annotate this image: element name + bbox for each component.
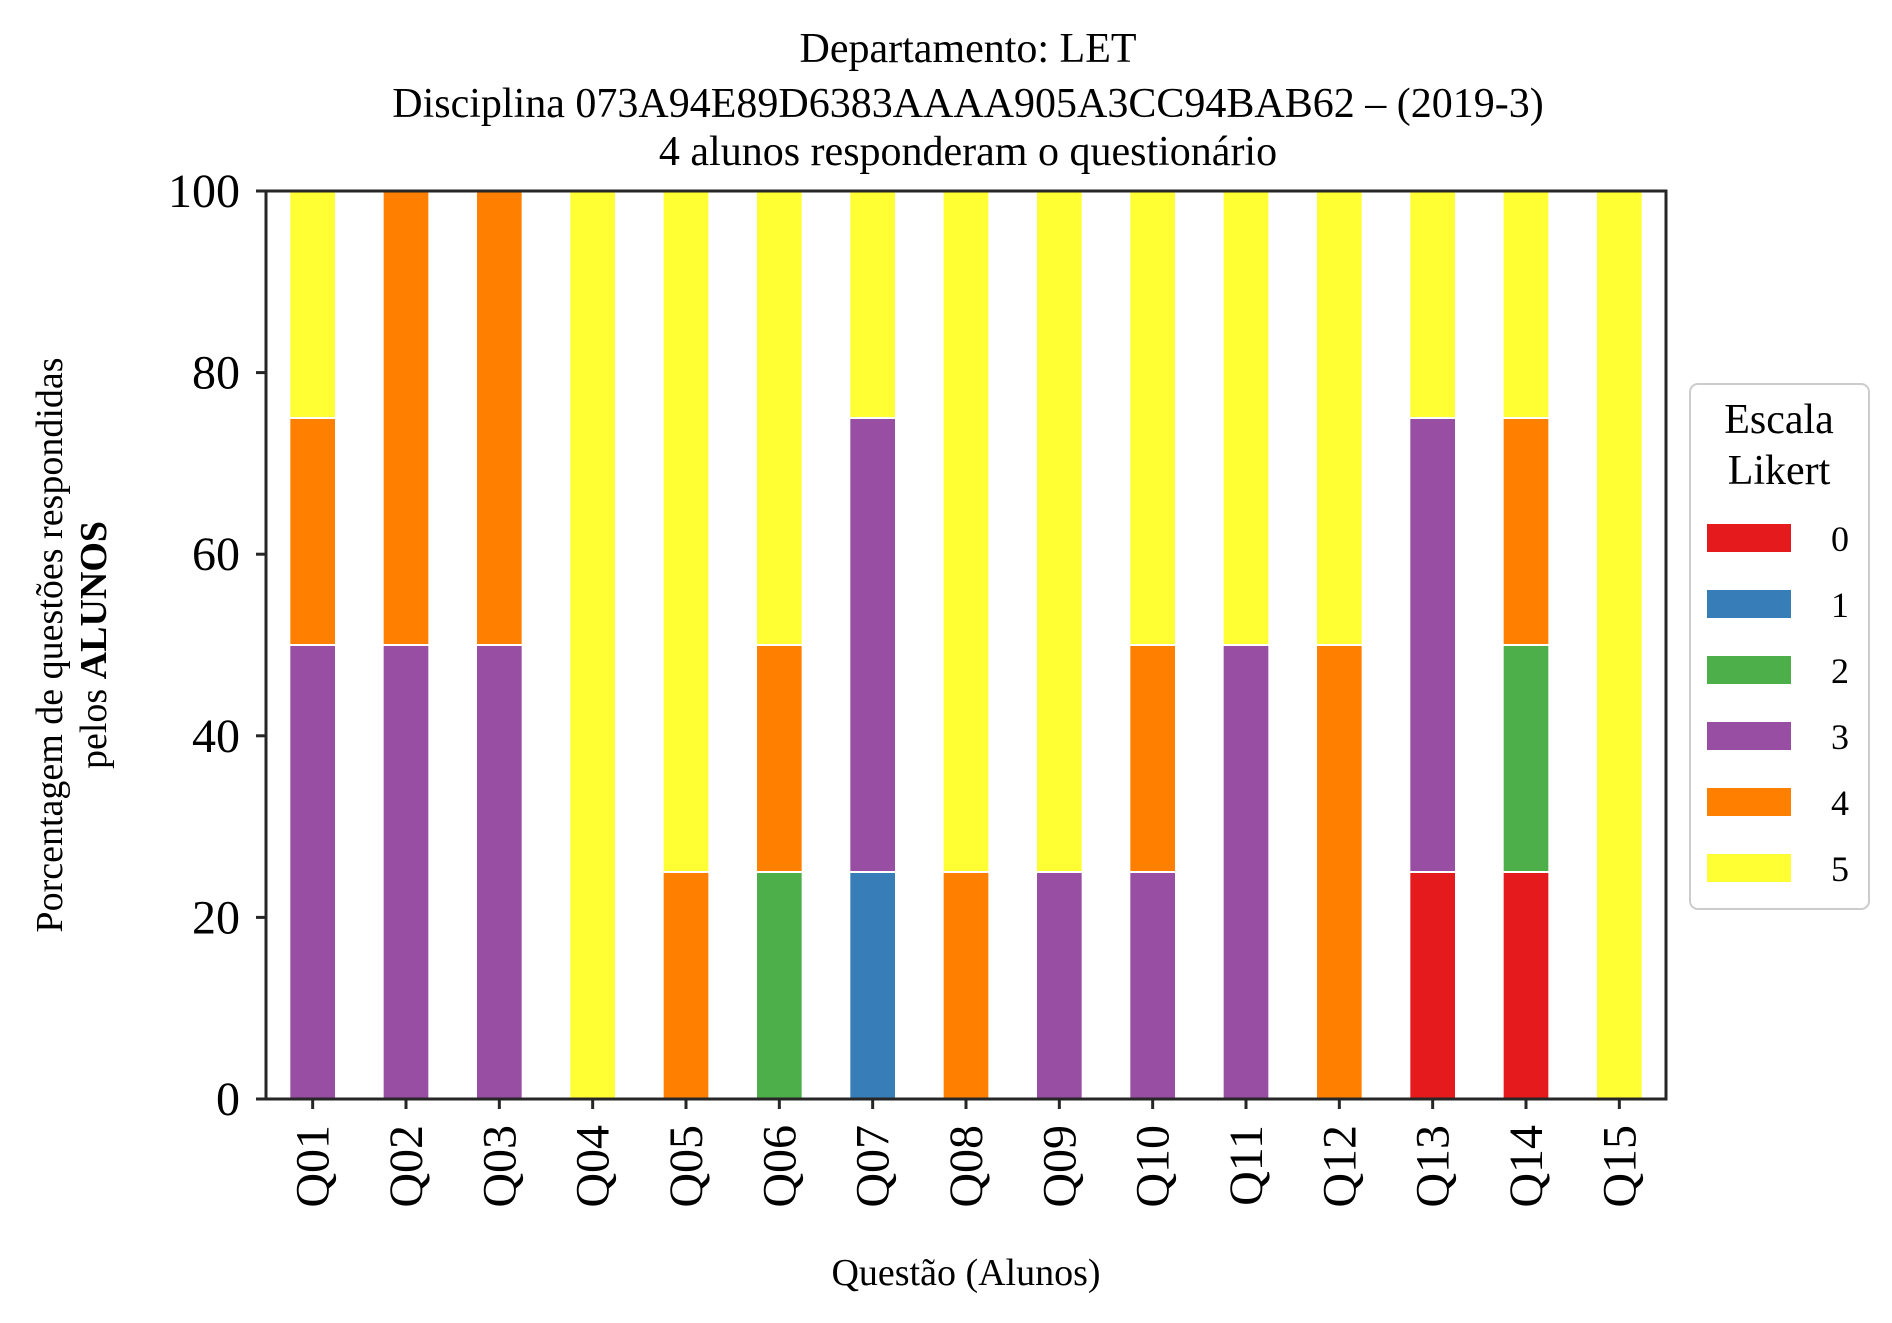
title-line-2: Disciplina 073A94E89D6383AAAA905A3CC94BA… <box>392 81 1543 127</box>
bar-segment-Q07-likert-3 <box>848 417 897 873</box>
x-tick-label: Q10 <box>1127 1125 1180 1208</box>
title-line-3: 4 alunos responderam o questionário <box>659 129 1277 175</box>
bar-segment-Q05-likert-4 <box>661 871 711 1100</box>
x-tick-label: Q11 <box>1220 1125 1273 1206</box>
bar-segment-Q02-likert-4 <box>381 190 431 646</box>
legend-frame <box>1689 383 1870 910</box>
legend-label-1: 1 <box>1831 585 1849 625</box>
bars-group <box>288 190 1644 1100</box>
bar-segment-Q08-likert-4 <box>941 871 991 1100</box>
x-tick-label: Q15 <box>1593 1125 1646 1208</box>
x-tick-label: Q09 <box>1033 1125 1086 1208</box>
bar-segment-Q09-likert-3 <box>1035 871 1084 1100</box>
bar-segment-Q15-likert-5 <box>1595 190 1644 1100</box>
y-tick-label: 20 <box>192 891 240 944</box>
y-tick-label: 40 <box>192 710 240 763</box>
legend-items: 0 1 2 3 4 5 <box>1707 519 1849 889</box>
legend-swatch-0 <box>1707 524 1791 552</box>
legend-label-3: 3 <box>1831 717 1849 757</box>
plot-frame <box>264 189 1668 1101</box>
x-tick-label: Q03 <box>473 1125 526 1208</box>
bar-segment-Q04-likert-5 <box>568 190 617 1100</box>
x-tick-label: Q06 <box>753 1125 806 1208</box>
y-axis-label-prefix: pelos <box>73 679 115 769</box>
y-tick-label: 80 <box>192 347 240 400</box>
y-tick-label: 0 <box>216 1073 240 1126</box>
bar-segment-Q13-likert-3 <box>1408 417 1458 873</box>
chart-title: Departamento: LET Disciplina 073A94E89D6… <box>392 26 1543 175</box>
bar-segment-Q07-likert-5 <box>848 190 897 419</box>
bar-segment-Q14-likert-2 <box>1501 644 1551 873</box>
y-axis-label-line-2: pelos ALUNOS <box>73 521 115 769</box>
x-tick-label: Q04 <box>567 1125 620 1208</box>
x-tick-label: Q12 <box>1313 1125 1366 1208</box>
x-tick-label: Q07 <box>847 1125 900 1208</box>
bar-segment-Q14-likert-5 <box>1501 190 1551 419</box>
y-tick-label: 60 <box>192 528 240 581</box>
y-axis-ticks: 0 20 40 60 80 100 <box>168 165 266 1126</box>
bar-segment-Q10-likert-5 <box>1128 190 1178 646</box>
legend-label-5: 5 <box>1831 849 1849 889</box>
x-tick-label: Q08 <box>940 1125 993 1208</box>
legend-swatch-1 <box>1707 590 1791 618</box>
legend: Escala Likert 0 1 2 3 4 5 <box>1689 383 1870 910</box>
bar-segment-Q14-likert-4 <box>1501 417 1551 646</box>
bar-segment-Q11-likert-3 <box>1221 644 1271 1100</box>
y-axis-label-line-1: Porcentagem de questões respondidas <box>29 357 71 932</box>
bar-segment-Q13-likert-5 <box>1408 190 1458 419</box>
bar-segment-Q03-likert-3 <box>475 644 524 1100</box>
bar-segment-Q01-likert-5 <box>288 190 338 419</box>
y-axis-label: Porcentagem de questões respondidas pelo… <box>29 357 115 932</box>
bar-segment-Q11-likert-5 <box>1221 190 1271 646</box>
bar-segment-Q01-likert-3 <box>288 644 338 1100</box>
x-tick-label: Q01 <box>287 1125 340 1208</box>
title-line-1: Departamento: LET <box>799 26 1136 72</box>
bar-segment-Q10-likert-3 <box>1128 871 1178 1100</box>
bar-segment-Q12-likert-4 <box>1315 644 1364 1100</box>
legend-label-2: 2 <box>1831 651 1849 691</box>
bar-segment-Q03-likert-4 <box>475 190 524 646</box>
legend-swatch-2 <box>1707 656 1791 684</box>
legend-swatch-3 <box>1707 722 1791 750</box>
bar-segment-Q13-likert-0 <box>1408 871 1458 1100</box>
x-tick-label: Q14 <box>1500 1125 1553 1208</box>
legend-label-4: 4 <box>1831 783 1849 823</box>
y-tick-label: 100 <box>168 165 240 218</box>
legend-swatch-5 <box>1707 854 1791 882</box>
bar-segment-Q14-likert-0 <box>1501 871 1551 1100</box>
bar-segment-Q10-likert-4 <box>1128 644 1178 873</box>
bar-segment-Q09-likert-5 <box>1035 190 1084 873</box>
x-tick-label: Q02 <box>380 1125 433 1208</box>
y-axis-label-bold: ALUNOS <box>73 521 115 679</box>
bar-segment-Q02-likert-3 <box>381 644 431 1100</box>
legend-title-line-2: Likert <box>1728 448 1831 494</box>
bar-segment-Q06-likert-5 <box>755 190 804 646</box>
bar-segment-Q07-likert-1 <box>848 871 897 1100</box>
x-axis-ticks: Q01 Q02 Q03 Q04 Q05 Q06 Q07 Q08 Q09 Q10 Q11 Q12 Q13 Q… <box>287 1099 1646 1208</box>
bar-segment-Q05-likert-5 <box>661 190 711 873</box>
bar-segment-Q12-likert-5 <box>1315 190 1364 646</box>
x-tick-label: Q13 <box>1407 1125 1460 1208</box>
bar-segment-Q06-likert-2 <box>755 871 804 1100</box>
x-axis-label: Questão (Alunos) <box>831 1252 1100 1294</box>
x-tick-label: Q05 <box>660 1125 713 1208</box>
bar-segment-Q01-likert-4 <box>288 417 338 646</box>
legend-swatch-4 <box>1707 788 1791 816</box>
legend-title-line-1: Escala <box>1724 397 1834 443</box>
legend-label-0: 0 <box>1831 519 1849 559</box>
bar-segment-Q06-likert-4 <box>755 644 804 873</box>
bar-segment-Q08-likert-5 <box>941 190 991 873</box>
